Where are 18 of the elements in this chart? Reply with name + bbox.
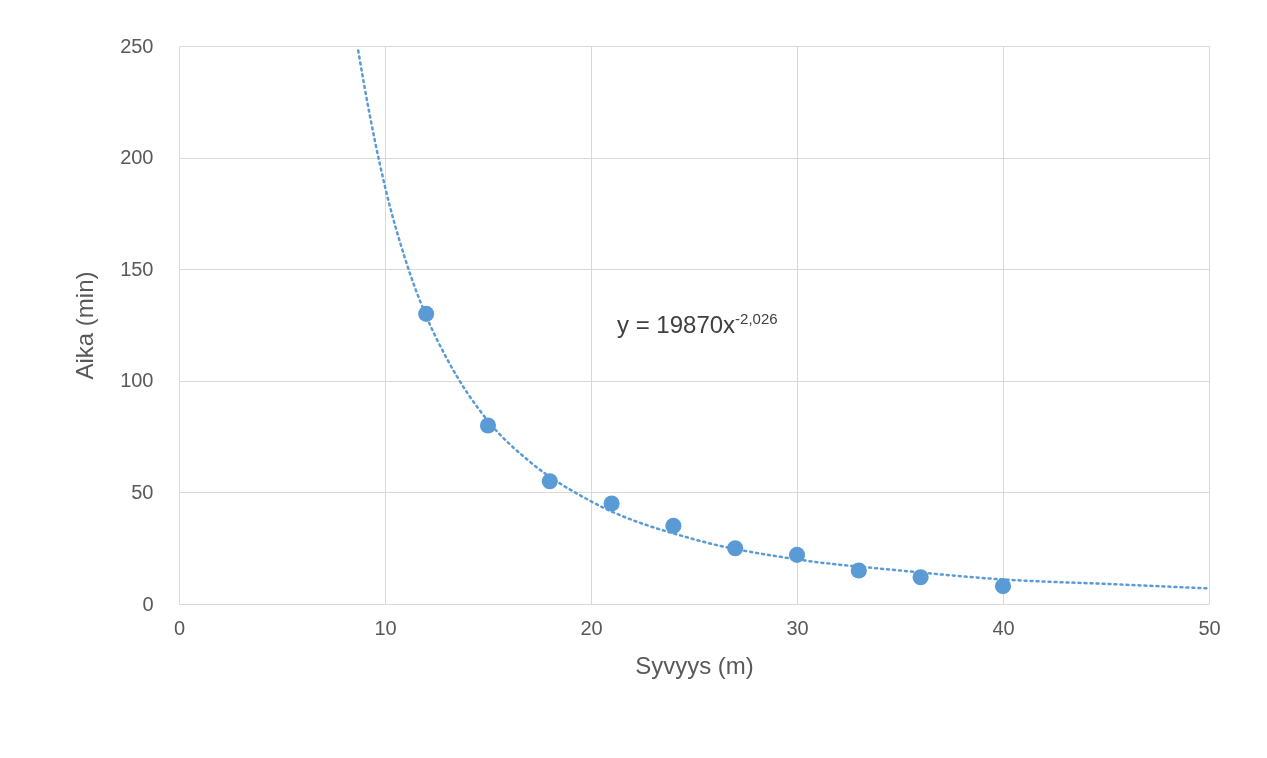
y-tick-label: 50 <box>131 480 154 503</box>
x-tick-label: 0 <box>173 616 186 639</box>
x-tick-label: 20 <box>580 616 603 639</box>
point <box>603 495 620 512</box>
y-tick-label: 100 <box>120 369 154 392</box>
point <box>994 578 1012 595</box>
y-tick-label: 200 <box>120 146 154 169</box>
x-tick-label: 30 <box>786 616 809 639</box>
x-tick-label: 10 <box>374 616 397 639</box>
x-tick-label: 40 <box>992 616 1015 639</box>
y-tick-label: 0 <box>142 592 154 615</box>
y-tick-label: 150 <box>120 257 154 280</box>
annotation: y = 19870x$^{-2,026}$ <box>617 310 778 338</box>
x-tick-label: 50 <box>1198 616 1221 639</box>
x-axis-title: Syvyys (m) <box>635 651 754 679</box>
point <box>665 517 682 534</box>
y-tick-label: 250 <box>120 34 154 57</box>
y-axis-title: Aika (min) <box>71 271 99 380</box>
